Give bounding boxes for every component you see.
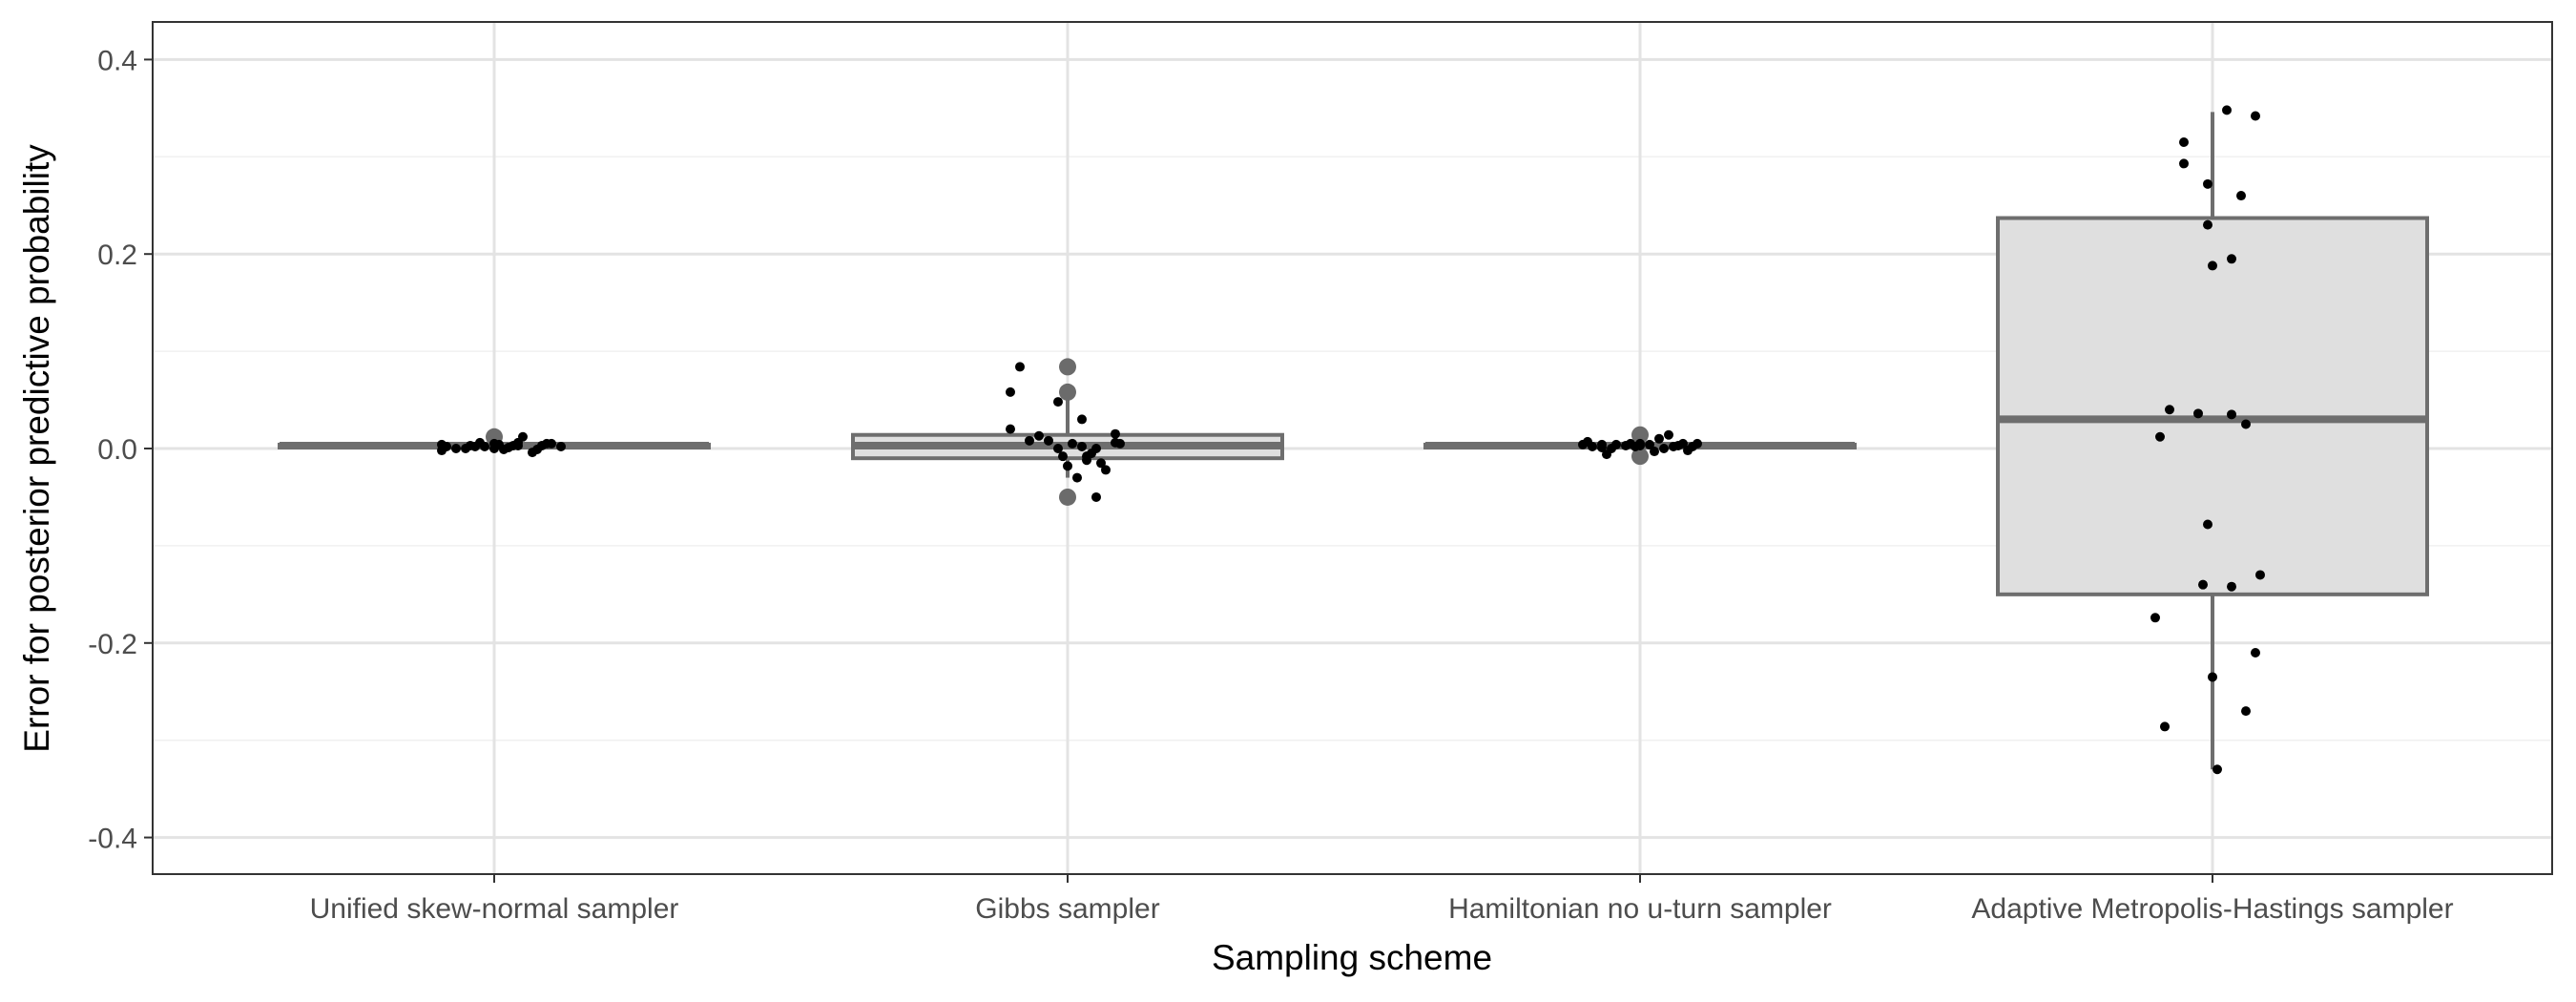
y-tick-label: 0.0 — [97, 434, 137, 466]
jitter-point — [2203, 219, 2212, 230]
jitter-point — [1077, 441, 1087, 451]
y-axis-title: Error for posterior predictive probabili… — [17, 144, 56, 753]
y-tick-label: 0.2 — [97, 240, 137, 271]
jitter-point — [1659, 444, 1669, 453]
y-tick-label: -0.4 — [88, 824, 137, 855]
x-tick-label: Adaptive Metropolis-Hastings sampler — [1971, 893, 2453, 925]
jitter-point — [1597, 439, 1607, 449]
jitter-point — [1044, 435, 1053, 446]
jitter-point — [489, 444, 499, 453]
jitter-point — [1077, 414, 1087, 425]
jitter-point — [1053, 444, 1063, 453]
jitter-point — [1693, 438, 1702, 449]
x-tick-label: Unified skew-normal sampler — [310, 893, 679, 925]
jitter-point — [556, 441, 566, 451]
jitter-point — [2165, 405, 2174, 415]
box — [1996, 216, 2429, 596]
jitter-point — [2227, 581, 2236, 592]
jitter-point — [2198, 579, 2208, 590]
jitter-point — [2208, 672, 2217, 682]
jitter-point — [1006, 424, 1015, 434]
jitter-point — [1063, 461, 1072, 471]
jitter-point — [2179, 137, 2189, 148]
jitter-point — [1072, 472, 1082, 483]
jitter-point — [1115, 438, 1125, 449]
jitter-point — [1082, 451, 1091, 462]
jitter-point — [1034, 430, 1044, 441]
x-tick-label: Hamiltonian no u-turn sampler — [1448, 893, 1832, 925]
jitter-point — [2227, 409, 2236, 420]
jitter-point — [2203, 519, 2212, 530]
jitter-point — [2155, 431, 2165, 442]
jitter-point — [518, 431, 528, 442]
jitter-point — [1664, 429, 1673, 440]
jitter-point — [1588, 441, 1597, 451]
jitter-point — [2236, 191, 2246, 201]
jitter-point — [1025, 435, 1034, 446]
jitter-point — [470, 441, 480, 451]
jitter-point — [2203, 178, 2212, 189]
jitter-point — [2241, 706, 2251, 717]
jitter-point — [1091, 491, 1101, 502]
jitter-points — [437, 105, 2265, 775]
jitter-point — [442, 441, 451, 451]
jitter-point — [1607, 444, 1616, 453]
outlier-point — [1059, 383, 1076, 401]
boxes — [278, 112, 2429, 770]
outliers — [486, 358, 1649, 506]
x-axis-title: Sampling scheme — [1212, 938, 1492, 977]
outlier-point — [1631, 448, 1649, 466]
jitter-point — [2251, 111, 2260, 121]
jitter-point — [1091, 444, 1101, 453]
jitter-point — [547, 438, 556, 449]
jitter-point — [1650, 447, 1659, 457]
jitter-point — [1654, 433, 1664, 444]
jitter-point — [2222, 105, 2232, 115]
jitter-point — [2255, 570, 2265, 580]
outlier-point — [1059, 358, 1076, 376]
jitter-point — [2212, 764, 2222, 775]
jitter-point — [1635, 440, 1645, 450]
y-tick-label: -0.2 — [88, 629, 137, 660]
jitter-point — [2193, 408, 2203, 419]
outlier-point — [1631, 426, 1649, 444]
outlier-point — [1059, 488, 1076, 506]
jitter-point — [2160, 721, 2170, 732]
jitter-point — [2179, 158, 2189, 169]
jitter-point — [1015, 362, 1025, 372]
jitter-point — [2241, 419, 2251, 429]
jitter-point — [1111, 428, 1120, 439]
jitter-point — [451, 444, 461, 453]
x-axis-ticks: Unified skew-normal sampler Gibbs sampler… — [310, 874, 2454, 925]
jitter-point — [2208, 261, 2217, 271]
jitter-point — [2227, 254, 2236, 264]
jitter-point — [1053, 397, 1063, 407]
x-tick-label: Gibbs sampler — [975, 893, 1159, 925]
jitter-point — [1678, 438, 1688, 449]
jitter-point — [2150, 613, 2160, 623]
jitter-point — [1645, 439, 1654, 449]
jitter-point — [1068, 438, 1077, 449]
jitter-point — [1096, 458, 1106, 469]
jitter-point — [1058, 451, 1068, 462]
jitter-point — [2251, 647, 2260, 658]
jitter-point — [480, 441, 489, 451]
jitter-point — [1006, 386, 1015, 397]
jitter-point — [513, 440, 523, 450]
y-axis-ticks: -0.4 -0.2 0.0 0.2 0.4 — [88, 45, 153, 855]
jitter-point — [1101, 465, 1111, 475]
y-tick-label: 0.4 — [97, 45, 137, 76]
